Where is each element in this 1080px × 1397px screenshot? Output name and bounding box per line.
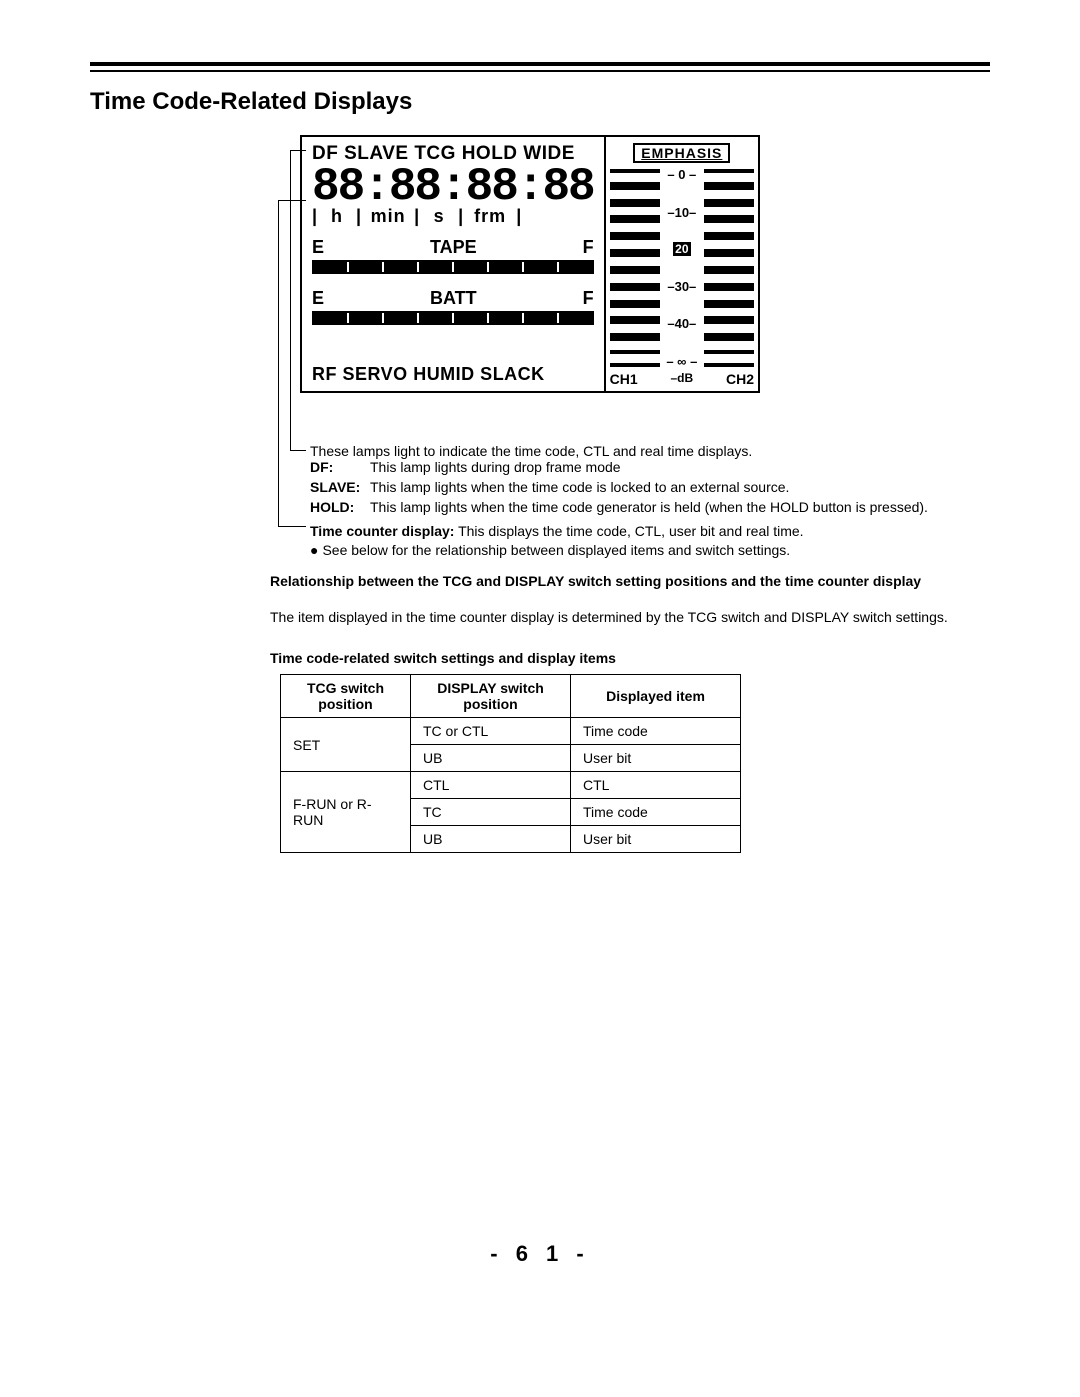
callout-h-2b bbox=[278, 526, 306, 527]
batt-meter-bar bbox=[312, 311, 594, 325]
time-counter-display: 88:88:88:88 bbox=[312, 167, 594, 208]
table-header-display: DISPLAY switch position bbox=[411, 675, 571, 718]
status-bottom-row: RF SERVO HUMID SLACK bbox=[312, 364, 594, 385]
vu-ch2-bars bbox=[704, 167, 754, 369]
callout-h-1b bbox=[290, 450, 306, 451]
callout-line-2 bbox=[278, 200, 279, 526]
callout-line-1 bbox=[290, 150, 291, 450]
time-unit-labels: | h | min | s | frm | bbox=[312, 206, 594, 227]
page-number: - 6 1 - bbox=[0, 1241, 1080, 1267]
vu-channel-labels: CH1 –dB CH2 bbox=[610, 371, 754, 387]
switch-settings-table: TCG switch position DISPLAY switch posit… bbox=[280, 674, 741, 853]
tape-meter-row: E TAPE F bbox=[312, 237, 594, 258]
top-rule bbox=[90, 62, 990, 72]
relationship-heading: Relationship between the TCG and DISPLAY… bbox=[270, 572, 970, 590]
emphasis-indicator: EMPHASIS bbox=[633, 143, 730, 163]
display-panel: DF SLAVE TCG HOLD WIDE 88:88:88:88 | h |… bbox=[300, 135, 760, 393]
relationship-text: The item displayed in the time counter d… bbox=[270, 608, 970, 627]
vu-ch1-bars bbox=[610, 167, 660, 369]
table-row: F-RUN or R-RUNCTLCTL bbox=[281, 772, 741, 799]
vu-meter: – 0 – –10– 20 –30– –40– – ∞ – bbox=[610, 167, 754, 369]
table-header-tcg: TCG switch position bbox=[281, 675, 411, 718]
tape-meter-bar bbox=[312, 260, 594, 274]
table-row: SETTC or CTLTime code bbox=[281, 718, 741, 745]
vu-scale: – 0 – –10– 20 –30– –40– – ∞ – bbox=[660, 167, 704, 369]
lamp-definitions: DF:This lamp lights during drop frame mo… bbox=[310, 458, 960, 518]
batt-meter-row: E BATT F bbox=[312, 288, 594, 309]
time-counter-note: Time counter display: This displays the … bbox=[310, 522, 960, 560]
table-heading: Time code-related switch settings and di… bbox=[270, 650, 616, 666]
table-header-item: Displayed item bbox=[571, 675, 741, 718]
page-title: Time Code-Related Displays bbox=[90, 88, 412, 116]
